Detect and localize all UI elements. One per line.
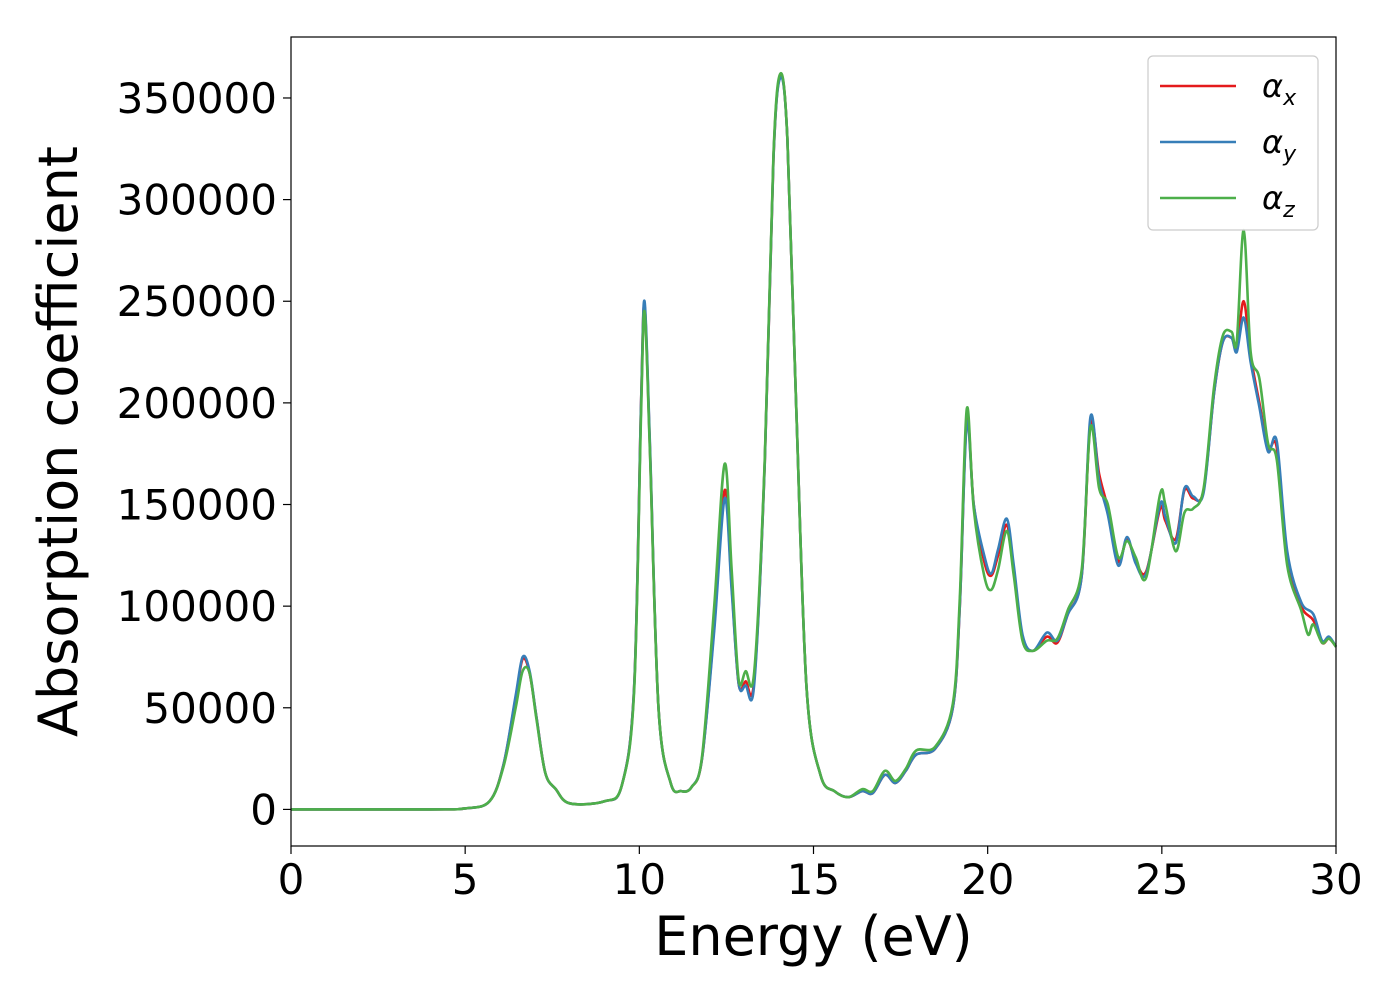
y-tick-label: 250000	[117, 277, 277, 326]
x-axis: 0 5 10 15 20 25 30	[278, 846, 1363, 904]
y-tick-label: 50000	[143, 684, 277, 733]
y-tick-label: 300000	[117, 176, 277, 225]
series-layer	[290, 71, 1338, 811]
legend-symbol: α	[1262, 123, 1283, 161]
series-line-alpha-z	[290, 71, 1338, 811]
y-axis: 0 50000 100000 150000 200000 250000 300000 3500…	[117, 74, 291, 834]
x-tick-label: 30	[1309, 855, 1362, 904]
x-tick-label: 15	[787, 855, 840, 904]
legend-label-alpha-y: αy	[1262, 123, 1297, 167]
y-axis-label: Absorption coefficient	[27, 146, 90, 737]
x-tick-label: 25	[1135, 855, 1188, 904]
legend-subscript: z	[1282, 198, 1295, 223]
legend-label-alpha-x: αx	[1262, 67, 1297, 111]
x-tick-label: 20	[961, 855, 1014, 904]
x-axis-label: Energy (eV)	[654, 905, 973, 968]
plot-area	[290, 36, 1338, 847]
x-tick-label: 0	[278, 855, 305, 904]
legend-symbol: α	[1262, 67, 1283, 105]
y-tick-label: 150000	[117, 481, 277, 530]
y-tick-label: 0	[250, 785, 277, 834]
legend-label-alpha-z: αz	[1262, 179, 1295, 223]
x-tick-label: 5	[452, 855, 479, 904]
y-tick-label: 350000	[117, 74, 277, 123]
x-tick-label: 10	[613, 855, 666, 904]
y-tick-label: 100000	[117, 582, 277, 631]
legend-subscript: y	[1282, 142, 1297, 167]
y-tick-label: 200000	[117, 379, 277, 428]
legend-symbol: α	[1262, 179, 1283, 217]
legend-subscript: x	[1282, 86, 1297, 111]
